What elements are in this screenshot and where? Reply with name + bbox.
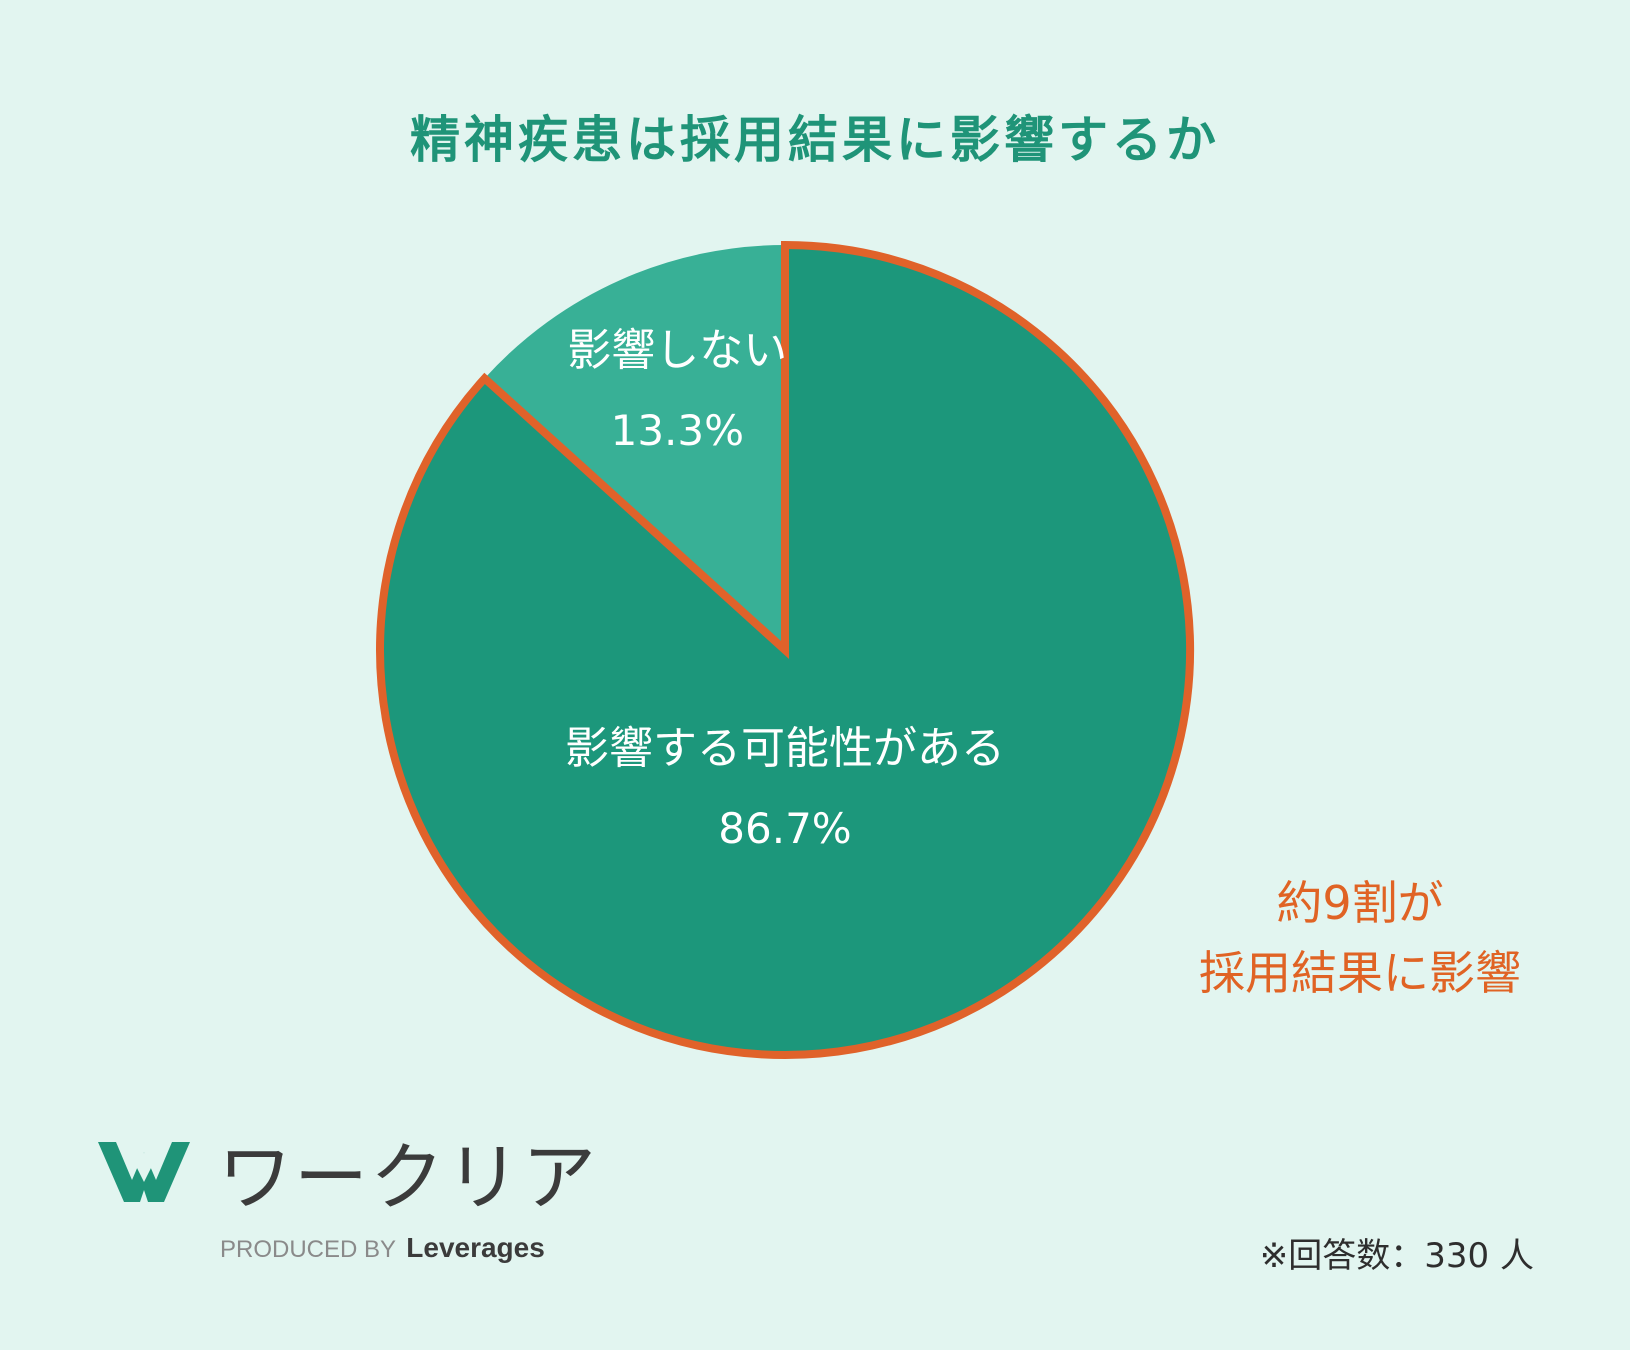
callout-line-1: 約9割が (1276, 876, 1444, 930)
chart-title: 精神疾患は採用結果に影響するか (410, 111, 1220, 169)
pie-slice-no-effect (484, 245, 785, 650)
workclear-logo-icon (98, 1142, 190, 1202)
pie-slice-may-affect (376, 240, 1194, 1059)
slice-label-may-affect: 影響する可能性がある (565, 723, 1005, 774)
produced-by-label: PRODUCED BY (220, 1236, 396, 1263)
slice-value-no-effect: 13.3% (611, 406, 744, 455)
respondent-count-note: ※回答数：330 人 (1259, 1236, 1534, 1276)
callout-line-2: 採用結果に影響 (1199, 946, 1521, 1000)
slice-value-may-affect: 86.7% (718, 804, 851, 853)
slice-label-no-effect: 影響しない (567, 325, 787, 376)
produced-by: PRODUCED BY Leverages (220, 1232, 545, 1264)
brand-name: ワークリア (218, 1135, 598, 1221)
company-name: Leverages (406, 1232, 545, 1263)
callout-annotation: 約9割が 採用結果に影響 (1150, 868, 1570, 1008)
